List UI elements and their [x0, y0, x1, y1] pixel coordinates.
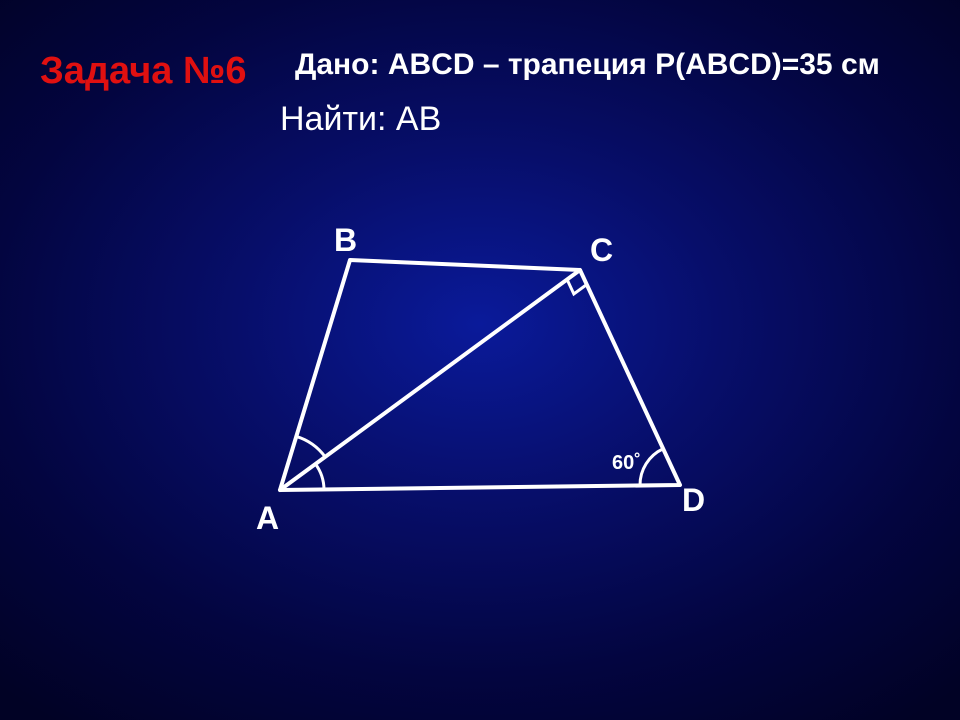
given-text: Дано: ABCD – трапеция P(ABCD)=35 см	[295, 48, 880, 82]
find-text: Найти: АВ	[280, 100, 441, 139]
problem-title: Задача №6	[40, 50, 247, 93]
trapezoid-figure	[220, 210, 740, 550]
